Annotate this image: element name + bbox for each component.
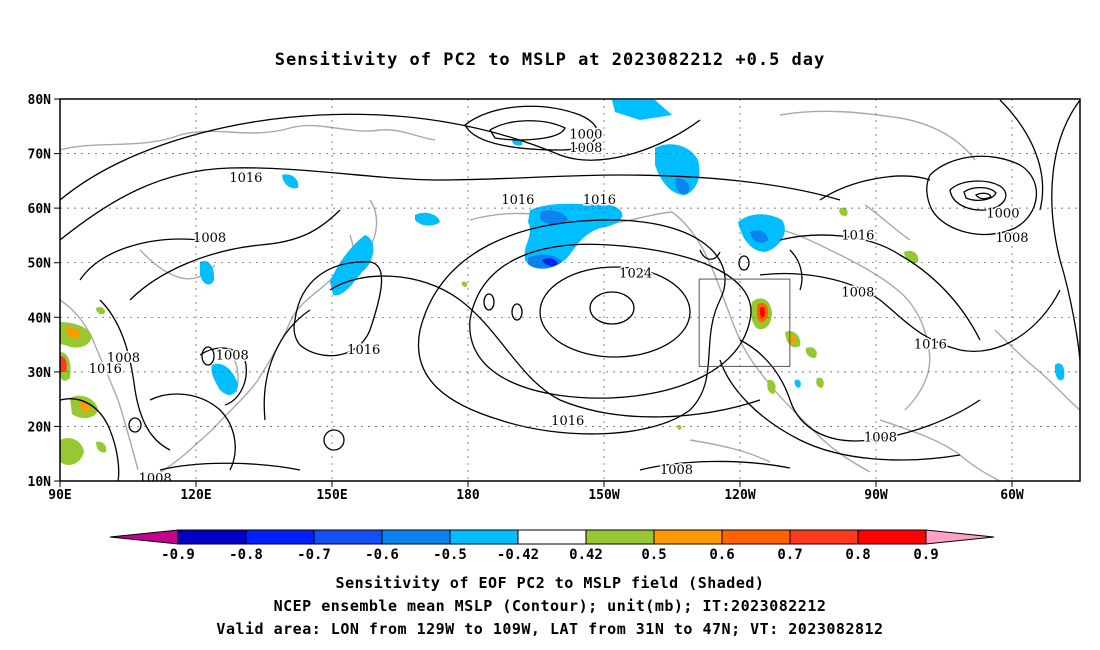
colorbar-label: 0.7 [777, 547, 802, 563]
lat-label-10n: 10N [28, 475, 52, 490]
contour-label: 1008 [139, 471, 172, 486]
lat-label-70n: 70N [28, 148, 52, 163]
lon-label-150w: 150W [588, 488, 619, 503]
colorbar-segment [313, 529, 383, 545]
colorbar-label: -0.42 [497, 547, 539, 563]
contour-label: 1016 [551, 414, 584, 429]
colorbar-arrow-high [925, 529, 995, 545]
contour-label: 1008 [107, 351, 140, 366]
colorbar-label: 0.8 [845, 547, 870, 563]
colorbar-label: -0.5 [433, 547, 467, 563]
colorbar-label: -0.9 [161, 547, 195, 563]
contour-label: 1008 [864, 430, 897, 445]
valid-area-box [698, 278, 791, 367]
caption-line-1: Sensitivity of EOF PC2 to MSLP field (Sh… [335, 574, 765, 592]
lat-label-80n: 80N [28, 93, 52, 108]
sensitivity-shading [60, 100, 1065, 465]
contour-label: 1016 [89, 362, 122, 377]
contour-label: 1008 [569, 141, 602, 156]
colorbar-segment [177, 529, 247, 545]
colorbar-segment [857, 529, 927, 545]
lat-tick-labels: 80N 70N 60N 50N 40N 30N 20N 10N [28, 93, 52, 490]
contour-label: 1000 [569, 127, 602, 142]
colorbar-arrow-low [109, 529, 179, 545]
lat-label-40n: 40N [28, 311, 52, 326]
lat-lon-grid [60, 99, 1080, 481]
mslp-contours [60, 99, 1080, 481]
lon-label-120w: 120W [724, 488, 755, 503]
contour-label: 1000 [986, 207, 1019, 222]
colorbar-segment [517, 529, 587, 545]
colorbar-segment [245, 529, 315, 545]
contour-label: 1016 [229, 171, 262, 186]
colorbar-segment [653, 529, 723, 545]
contour-label: 1016 [583, 193, 616, 208]
colorbar-segment [585, 529, 655, 545]
lat-label-20n: 20N [28, 420, 52, 435]
contour-label: 1008 [216, 348, 249, 363]
lon-label-180: 180 [456, 488, 480, 503]
colorbar-label: 0.6 [709, 547, 734, 563]
contour-label: 1008 [841, 286, 874, 301]
colorbar [109, 529, 995, 545]
colorbar-label: -0.6 [365, 547, 399, 563]
contour-label: 1024 [619, 267, 652, 282]
lon-tick-labels: 90E 120E 150E 180 150W 120W 90W 60W [48, 488, 1024, 503]
colorbar-label: 0.9 [913, 547, 938, 563]
contour-label: 1016 [347, 343, 380, 358]
colorbar-labels: -0.9 -0.8 -0.7 -0.6 -0.5 -0.42 0.42 0.5 0.6 0.7 0.… [161, 547, 939, 563]
colorbar-segment [721, 529, 791, 545]
map-frame [59, 98, 1081, 482]
contour-label: 1008 [193, 231, 226, 246]
lat-label-60n: 60N [28, 202, 52, 217]
lat-label-50n: 50N [28, 257, 52, 272]
colorbar-label: -0.7 [297, 547, 331, 563]
lon-label-90e: 90E [48, 488, 71, 503]
contour-label: 1008 [995, 231, 1028, 246]
lon-label-60w: 60W [1000, 488, 1024, 503]
lon-label-120e: 120E [180, 488, 211, 503]
colorbar-segment [381, 529, 451, 545]
colorbar-label: 0.5 [641, 547, 666, 563]
caption-line-3: Valid area: LON from 129W to 109W, LAT f… [216, 620, 884, 638]
lon-label-150e: 150E [316, 488, 347, 503]
contour-label: 1008 [660, 463, 693, 478]
caption-line-2: NCEP ensemble mean MSLP (Contour); unit(… [273, 597, 827, 615]
map-title: Sensitivity of PC2 to MSLP at 2023082212… [274, 50, 826, 70]
lon-label-90w: 90W [864, 488, 888, 503]
colorbar-segment [789, 529, 859, 545]
contour-label: 1016 [841, 228, 874, 243]
colorbar-segment [449, 529, 519, 545]
contour-label: 1016 [501, 193, 534, 208]
colorbar-label: -0.8 [229, 547, 263, 563]
axis-ticks [54, 98, 1013, 487]
lat-label-30n: 30N [28, 366, 52, 381]
colorbar-label: 0.42 [569, 547, 603, 563]
contour-label: 1016 [914, 338, 947, 353]
